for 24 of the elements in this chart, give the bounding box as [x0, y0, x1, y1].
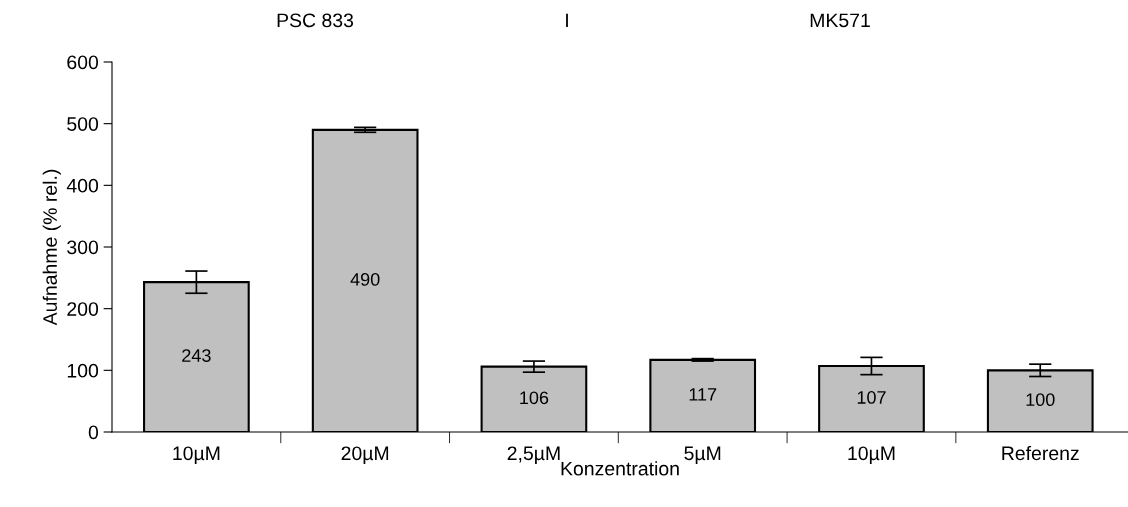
x-tick-label: 10µM — [848, 446, 895, 465]
y-tick-label: 100 — [67, 363, 99, 378]
y-tick-label: 200 — [67, 302, 99, 316]
y-tick-label: 300 — [67, 240, 99, 255]
text: I — [566, 13, 568, 28]
data-label: 107 — [857, 391, 886, 404]
x-tick-label: Referenz — [1002, 445, 1079, 461]
data-label: 117 — [689, 388, 717, 401]
text: MK571 — [810, 13, 870, 28]
data-label: 490 — [350, 272, 380, 286]
data-label: 243 — [182, 349, 211, 362]
y-tick-label: 600 — [67, 55, 99, 70]
text: PSC 833 — [277, 13, 354, 28]
data-label: 106 — [520, 391, 549, 405]
x-tick-label: 2,5µM — [507, 446, 560, 465]
y-tick-label: 0 — [88, 425, 99, 440]
y-tick-label: 500 — [67, 117, 99, 131]
x-axis-title: Konzentration — [561, 461, 679, 476]
data-label: 100 — [1026, 393, 1055, 407]
y-tick-label: 400 — [66, 178, 99, 193]
x-tick-label: 5µM — [684, 446, 721, 465]
x-tick-label: 20µM — [341, 446, 389, 465]
y-axis-title: Aufnahme (% rel.) — [42, 169, 61, 326]
x-tick-label: 10µM — [173, 446, 220, 465]
